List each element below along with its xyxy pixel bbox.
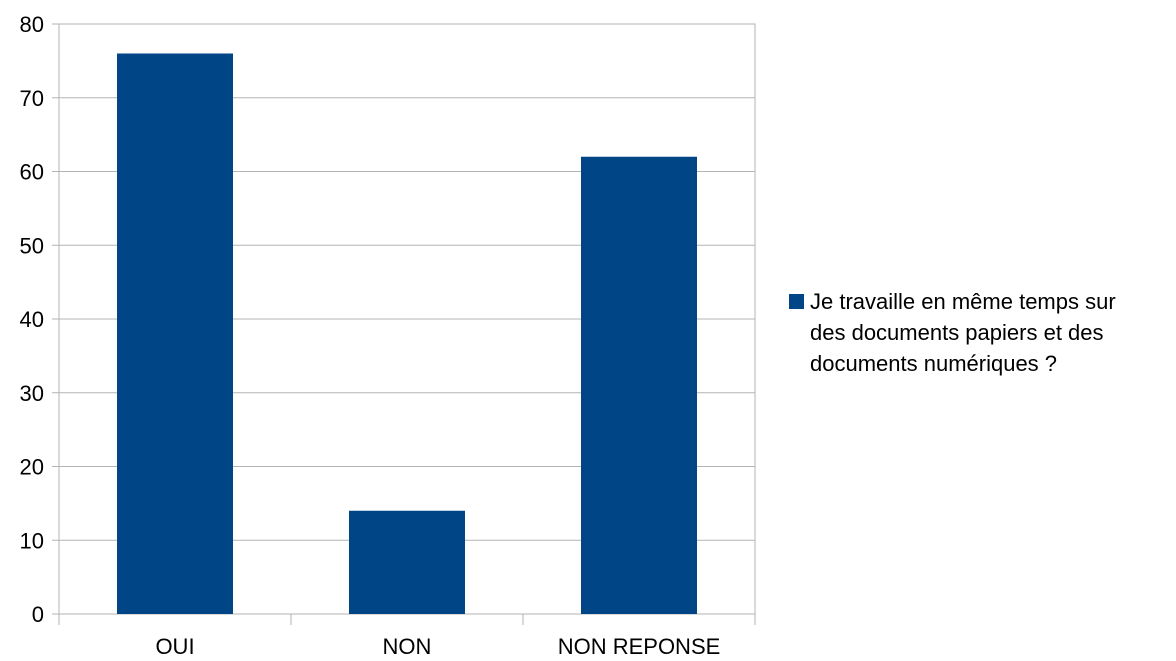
y-tick-label: 10 [20, 528, 44, 553]
bar-non [349, 510, 465, 614]
y-tick-label: 40 [20, 307, 44, 332]
y-tick-label: 20 [20, 455, 44, 480]
legend: Je travaille en même temps sur des docum… [789, 289, 1116, 376]
y-tick-label: 70 [20, 86, 44, 111]
y-axis-tick-labels: 0 10 20 30 40 50 60 70 80 [20, 12, 59, 627]
legend-swatch [789, 294, 804, 309]
bar-oui [117, 53, 233, 614]
x-axis-tick-labels: OUI NON NON REPONSE [155, 634, 720, 659]
legend-label-line-2: des documents papiers et des [810, 320, 1104, 345]
x-tick-label: NON REPONSE [558, 634, 721, 659]
y-tick-label: 0 [32, 602, 44, 627]
y-tick-label: 80 [20, 12, 44, 37]
y-tick-label: 50 [20, 233, 44, 258]
legend-label-line-3: documents numériques ? [810, 351, 1057, 376]
y-tick-label: 60 [20, 160, 44, 185]
x-tick-label: NON [383, 634, 432, 659]
y-tick-label: 30 [20, 381, 44, 406]
legend-label-line-1: Je travaille en même temps sur [810, 289, 1116, 314]
x-tick-label: OUI [155, 634, 194, 659]
bar-non-reponse [581, 156, 697, 614]
bars [117, 53, 697, 614]
x-axis-tick-marks [58, 614, 756, 625]
